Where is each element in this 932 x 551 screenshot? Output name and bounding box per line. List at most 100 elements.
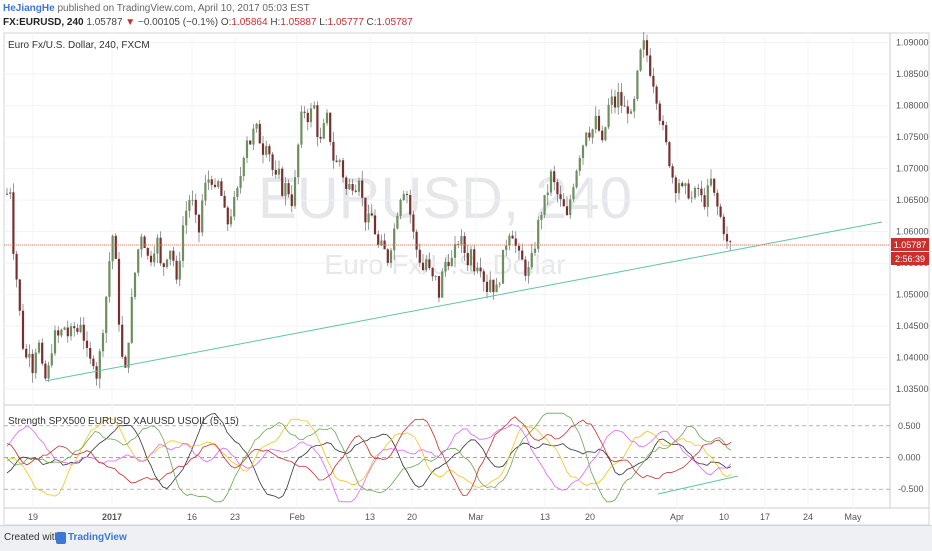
price-tick-label: 1.09000 [896, 37, 929, 47]
candle-body [319, 136, 322, 139]
candle-body [620, 91, 623, 106]
candle-body [658, 103, 661, 121]
candle-body [245, 140, 249, 158]
candle-body [556, 182, 559, 195]
time-tick-label: 10 [719, 512, 729, 522]
candle-body [172, 250, 175, 261]
price-tick-label: 1.05000 [896, 290, 929, 300]
candle-body [553, 171, 556, 183]
candle-body [367, 213, 370, 223]
tradingview-brand[interactable]: TradingView [68, 532, 127, 543]
candle-body [34, 352, 37, 374]
time-axis[interactable]: 19 2017 16 23 Feb 13 20 Mar 13 20 Apr 10 17 24 May [28, 512, 862, 522]
candle-body [309, 108, 313, 123]
candle-body [463, 236, 466, 253]
author-name[interactable]: HeJiangHe [3, 3, 55, 14]
candle-body [649, 55, 652, 76]
candle-body [354, 190, 357, 192]
candle-body [473, 249, 476, 272]
candle-body [533, 248, 537, 253]
candle-body [169, 250, 172, 260]
chart-canvas[interactable]: EURUSD, 240 Euro Fx/U.S. Dollar 1.090001… [0, 0, 932, 525]
indicator-tick-label: 0.000 [898, 453, 921, 463]
indicator-axis[interactable]: 0.500 0.000 -0.500 [898, 421, 924, 494]
price-tick-label: 1.04500 [896, 321, 929, 331]
candle-body [588, 132, 591, 138]
candle-body [537, 219, 540, 249]
candle-body [505, 245, 508, 250]
candle-body [18, 279, 21, 311]
candle-body [44, 363, 47, 379]
candle-body [335, 160, 338, 162]
candle-body [31, 353, 34, 374]
candle-body [236, 187, 239, 197]
candle-body [124, 356, 127, 368]
indicator-tick-label: -0.500 [898, 484, 924, 494]
candle-body [546, 192, 549, 196]
candle-body [332, 141, 335, 161]
candle-body [437, 275, 441, 298]
candle-body [393, 228, 396, 251]
candle-body [495, 284, 498, 293]
candle-body [361, 180, 364, 198]
candle-body [249, 140, 252, 145]
indicator-trend-line[interactable] [657, 475, 739, 495]
candle-body [181, 225, 185, 261]
candle-body [265, 146, 268, 155]
low-label: L: [319, 17, 328, 28]
candle-body [105, 296, 108, 334]
candle-body [425, 259, 428, 270]
time-tick-label: 13 [540, 512, 550, 522]
close-label: C: [366, 17, 377, 28]
candle-body [268, 146, 271, 155]
candle-body [469, 249, 473, 266]
candle-body [434, 275, 437, 277]
candle-body [447, 261, 450, 267]
candle-body [338, 160, 341, 162]
candle-body [242, 157, 245, 177]
time-tick-label: 13 [365, 512, 375, 522]
time-tick-label: 24 [803, 512, 813, 522]
candle-body [130, 297, 133, 343]
candle-body [345, 177, 348, 190]
price-tick-label: 1.08500 [896, 69, 929, 79]
time-tick-label: 16 [187, 512, 197, 522]
candle-body [98, 351, 101, 379]
candle-body [482, 271, 485, 282]
candle-body [239, 176, 242, 188]
candle-body [671, 166, 674, 178]
high-value: 1.05887 [280, 17, 317, 28]
candle-body [565, 206, 569, 216]
time-tick-label: 2017 [102, 512, 122, 522]
candle-body [57, 330, 60, 336]
time-tick-label: 19 [28, 512, 38, 522]
candle-body [681, 183, 684, 187]
candle-body [492, 279, 495, 293]
time-tick-label: 20 [407, 512, 417, 522]
change-value: −0.00105 (−0.1%) [137, 17, 219, 28]
candle-body [12, 192, 15, 254]
candle-body [569, 199, 572, 216]
candle-body [645, 40, 649, 56]
candle-body [313, 105, 316, 109]
candle-body [351, 183, 354, 191]
publish-info: published on TradingView.com, April 10, … [57, 3, 310, 14]
price-axis[interactable]: 1.09000 1.08500 1.08000 1.07500 1.07000 1.065… [896, 37, 929, 394]
indicator-series-usoil [6, 423, 732, 503]
candle-body [402, 194, 405, 200]
time-tick-label: 20 [585, 512, 595, 522]
candle-body [82, 324, 85, 341]
candle-body [415, 231, 418, 250]
candle-body [380, 240, 383, 245]
candle-body [559, 194, 562, 200]
candle-body [396, 215, 399, 229]
candle-body [697, 187, 700, 189]
trend-line[interactable] [44, 221, 883, 382]
candle-body [604, 127, 607, 141]
indicator-title: Strength SPX500 EURUSD XAUUSD USOIL (5, … [8, 416, 239, 427]
candle-body [418, 249, 421, 263]
candle-body [95, 366, 98, 379]
candle-body [719, 206, 722, 217]
candle-body [591, 129, 594, 138]
candle-body [300, 111, 303, 145]
